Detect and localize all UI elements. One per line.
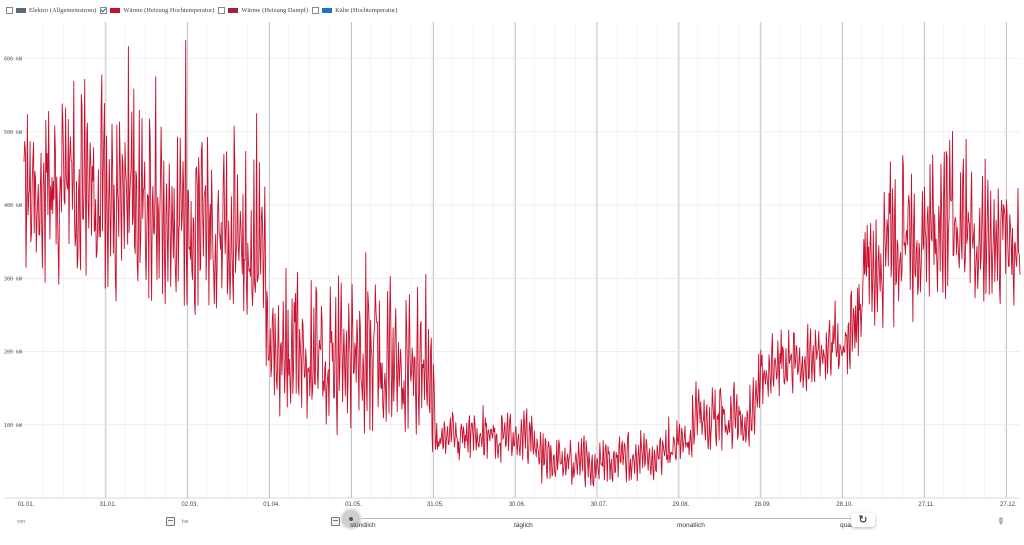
y-tick-label: 500 kW [4,130,23,136]
y-tick-label: 300 kW [4,276,23,282]
legend-swatch-waerme-hochtemperatur [110,7,121,13]
series-line-waerme-hochtemperatur [23,39,1021,488]
y-tick-label: 100 kW [4,423,23,429]
x-tick-label: 02.03. [181,502,198,508]
y-tick-label: 600 kW [4,57,23,63]
legend-checkbox-waerme-dampf[interactable] [218,6,226,14]
reset-zoom-button[interactable]: ↻ [851,513,875,527]
to-date-calendar-icon[interactable] [331,517,340,526]
heat-load-chart: 01.01. 31.01. 02.03. 01.04. 01.05. 31.05. 30.0… [4,22,1021,508]
y-tick-label: 400 kW [4,203,23,209]
legend-checkbox-waerme-hochtemperatur[interactable] [100,6,108,14]
x-tick-label: 31.05. [427,502,444,508]
x-tick-label: 01.01. [18,502,35,508]
resolution-hourly[interactable]: stündlich [350,522,376,529]
chart-series [23,39,1021,488]
x-tick-label: 28.10. [836,502,853,508]
resolution-slider-handle[interactable] [342,510,360,528]
to-date-label: bis [182,519,189,525]
chart-axes: 01.01. 31.01. 02.03. 01.04. 01.05. 31.05. 30.0… [4,57,1020,508]
legend-swatch-kaelte [322,7,333,13]
pen-icon[interactable]: ✎ [993,515,1006,529]
x-tick-label: 29.08. [673,502,690,508]
resolution-slider-track[interactable] [351,518,859,519]
legend: Elektro (Allgemeinstrom) Wärme (Heizung … [6,3,401,17]
bottom-controls: von bis stündlich täglich monatlich quar… [0,508,1024,545]
legend-checkbox-kaelte[interactable] [312,6,320,14]
x-tick-label: 30.06. [509,502,526,508]
reset-icon: ↻ [858,513,868,526]
legend-label-elektro: Elektro (Allgemeinstrom) [29,6,97,14]
legend-item-kaelte[interactable]: Kälte (Hochtemperatur) [312,6,398,14]
legend-item-waerme-dampf[interactable]: Wärme (Heizung Dampf) [218,6,309,14]
y-tick-label: 200 kW [4,350,23,356]
resolution-monthly[interactable]: monatlich [677,522,705,529]
x-tick-label: 30.07. [591,502,608,508]
chart-grid [4,22,1020,498]
x-tick-label: 01.05. [345,502,362,508]
legend-swatch-waerme-dampf [228,7,239,13]
from-date-calendar-icon[interactable] [166,517,175,526]
legend-item-waerme-hochtemperatur[interactable]: Wärme (Heizung Hochtemperatur) [100,6,215,14]
resolution-daily[interactable]: täglich [514,522,533,529]
from-date-label: von [17,519,26,525]
legend-label-kaelte: Kälte (Hochtemperatur) [335,6,398,14]
legend-label-waerme-hochtemperatur: Wärme (Heizung Hochtemperatur) [123,6,215,14]
x-tick-label: 27.12. [1000,502,1017,508]
legend-checkbox-elektro[interactable] [6,6,13,14]
x-tick-label: 28.09. [754,502,771,508]
x-tick-label: 27.11. [918,502,935,508]
x-tick-label: 01.04. [263,502,280,508]
resolution-quarterly[interactable]: quar [840,522,854,529]
legend-item-elektro[interactable]: Elektro (Allgemeinstrom) [6,6,97,14]
legend-swatch-elektro [16,7,26,13]
legend-label-waerme-dampf: Wärme (Heizung Dampf) [241,6,309,14]
x-tick-label: 31.01. [100,502,117,508]
